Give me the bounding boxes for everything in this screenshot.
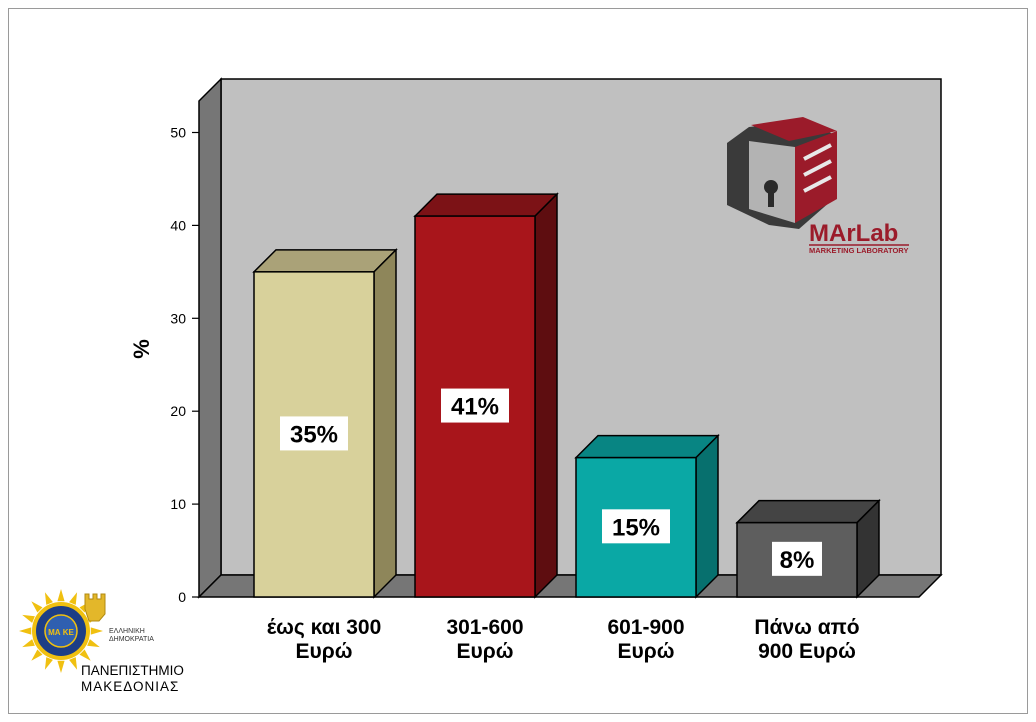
y-tick-label: 40 [170,217,186,233]
data-label-box [602,509,670,544]
badge-line1: ΕΛΛΗΝΙΚΗ [109,628,145,635]
x-tick-label: 301-600 [446,616,523,639]
bar-side [534,192,558,599]
data-label-box [280,416,348,451]
marlab-logo: MArLab MARKETING LABORATORY [727,117,909,255]
sun-ray [57,589,65,602]
marlab-name: MArLab [809,220,898,247]
sun-ray [31,649,43,661]
data-label: 15% [612,514,660,541]
bars-group: 35% 41% 15% 8% [252,192,881,599]
sun-ray [22,614,35,623]
y-axis-label: % [129,339,154,359]
bar-top [735,499,881,524]
sun-ray [44,592,53,605]
y-tick-label: 50 [170,125,186,141]
x-tick-label: Πάνω από [754,616,859,639]
sun-ray [79,649,91,661]
sun-ray [19,627,32,635]
x-tick-label: 601-900 [607,616,684,639]
bar-side [695,433,719,599]
seal-text: ΜΑ ΚΕ [48,628,74,637]
university-name-line1: ΠΑΝΕΠΙΣΤΗΜΙΟ [81,663,184,678]
data-label-box [772,541,822,576]
data-label-box [441,388,509,423]
sun-ray [44,657,53,670]
x-tick-label: Ευρώ [457,640,514,663]
y-tick-label: 20 [170,403,186,419]
bar-side [373,248,397,599]
bar-top [252,249,398,273]
bar-top [574,434,720,459]
sun-ray [69,657,78,670]
sun-rays [19,589,103,673]
data-label: 35% [290,421,338,448]
x-tick-label: Ευρώ [296,640,353,663]
plot-left-wall [198,77,222,599]
y-axis-ticks: 0 10 20 30 40 50 [170,125,199,605]
university-name-line2: ΜΑΚΕΔΟΝΙΑΣ [81,679,179,694]
badge-line2: ΔΗΜΟΚΡΑΤΙΑ [109,636,154,643]
sun-ray [69,592,78,605]
bar: 35% [252,248,398,599]
data-label: 41% [451,394,499,421]
x-tick-label: Ευρώ [618,640,675,663]
chart-frame: 0 10 20 30 40 50 35% 41% 15% 8% έως και 300 Ευρώ 3… [8,8,1028,714]
marlab-subtitle: MARKETING LABORATORY [809,246,908,255]
sun-ray [57,660,65,673]
bar: 8% [735,498,881,599]
x-tick-label: 900 Ευρώ [758,640,856,663]
sun-ray [87,639,100,648]
data-label: 8% [780,547,815,574]
x-axis-labels: έως και 300Ευρώ301-600Ευρώ601-900ΕυρώΠάν… [267,616,860,663]
bar-top [413,193,559,217]
x-tick-label: έως και 300 [267,616,382,639]
y-tick-label: 10 [170,496,186,512]
y-tick-label: 30 [170,310,186,326]
sun-ray [90,627,103,635]
sun-ray [31,601,43,613]
sun-ray [22,639,35,648]
bar: 41% [413,192,559,599]
tower-icon [84,593,106,622]
university-logo: ΜΑ ΚΕ ΕΛΛΗΝΙΚΗ ΔΗΜΟΚΡΑΤΙΑ ΠΑΝΕΠΙΣΤΗΜΙΟ Μ… [19,589,184,694]
bar: 15% [574,433,720,599]
y-tick-label: 0 [178,589,186,605]
